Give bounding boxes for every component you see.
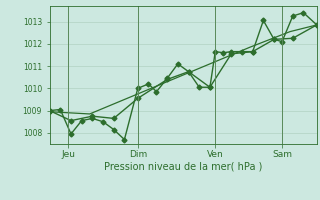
X-axis label: Pression niveau de la mer( hPa ): Pression niveau de la mer( hPa ) [104,161,262,171]
